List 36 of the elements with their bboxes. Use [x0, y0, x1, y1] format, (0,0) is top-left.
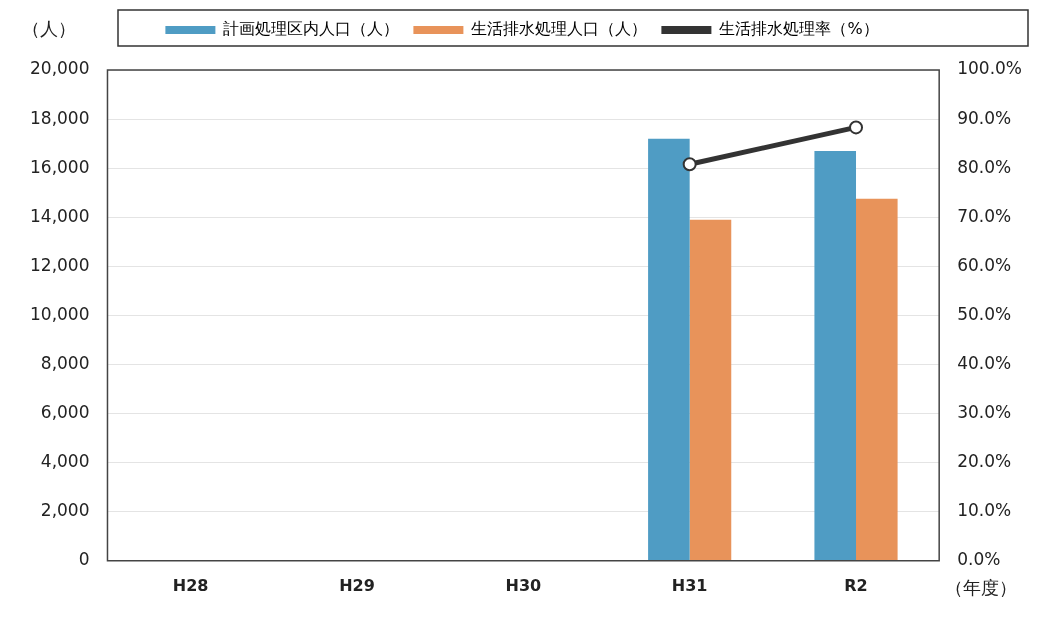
y-tick-label: 4,000 [40, 451, 90, 472]
y2-tick-label: 0.0% [957, 549, 1001, 570]
x-axis-title: （年度） [945, 577, 1018, 599]
y2-tick-label: 20.0% [957, 451, 1012, 472]
y2-tick-label: 10.0% [957, 500, 1012, 521]
bar [648, 138, 690, 561]
x-tick-label: H31 [671, 575, 708, 595]
y2-tick-label: 50.0% [957, 303, 1012, 324]
y-tick-label: 0 [78, 549, 90, 570]
x-tick-label: H30 [505, 575, 542, 595]
y-tick-label: 10,000 [30, 303, 90, 324]
y-tick-label: 2,000 [40, 500, 90, 521]
y-axis-title: （人） [22, 17, 76, 39]
bar [814, 150, 857, 561]
legend-label: 生活排水処理人口（人） [471, 19, 648, 39]
y2-tick-label: 40.0% [957, 352, 1012, 373]
y2-tick-label: 100.0% [957, 58, 1023, 79]
y-tick-label: 20,000 [30, 58, 90, 79]
y2-tick-label: 60.0% [957, 254, 1012, 275]
x-tick-label: H28 [172, 575, 209, 595]
legend-label: 生活排水処理率（%） [719, 19, 879, 39]
y-tick-label: 16,000 [30, 156, 90, 177]
y2-tick-label: 70.0% [957, 205, 1012, 226]
y-tick-label: 12,000 [30, 254, 90, 275]
legend-label: 計画処理区内人口（人） [223, 19, 400, 39]
y-tick-label: 8,000 [40, 352, 90, 373]
y-tick-label: 18,000 [30, 107, 90, 128]
y-tick-label: 14,000 [30, 205, 90, 226]
bar [856, 198, 898, 561]
y2-tick-label: 90.0% [957, 107, 1012, 128]
x-tick-label: H29 [339, 575, 375, 595]
x-tick-label: R2 [844, 575, 868, 595]
bar [689, 219, 732, 561]
y2-tick-label: 30.0% [957, 401, 1012, 422]
y-tick-label: 6,000 [40, 401, 90, 422]
y2-tick-label: 80.0% [957, 156, 1012, 177]
